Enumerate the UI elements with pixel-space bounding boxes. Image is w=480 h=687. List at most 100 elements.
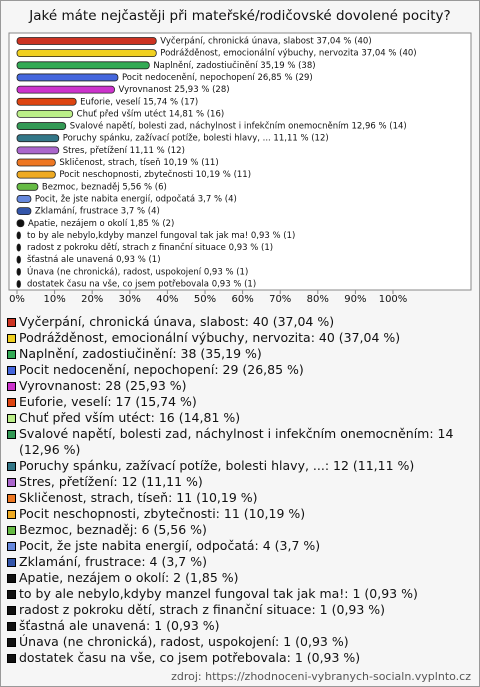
x-tick-label: 10%	[43, 294, 65, 305]
bar	[16, 243, 21, 252]
legend-swatch	[7, 654, 16, 663]
bar	[16, 255, 21, 264]
legend-item: Pocit, že jste nabita energií, odpočatá:…	[7, 538, 471, 554]
legend-swatch	[7, 606, 16, 615]
bar	[16, 97, 77, 106]
legend-label: Poruchy spánku, zažívací potíže, bolesti…	[19, 458, 415, 473]
legend-swatch	[7, 478, 16, 487]
bar	[16, 158, 56, 167]
bar-label: Vyčerpání, chronická únava, slabost 37,0…	[160, 36, 371, 47]
legend-label: Apatie, nezájem o okolí: 2 (1,85 %)	[19, 570, 239, 585]
legend-swatch	[7, 430, 16, 439]
bar-label: Stres, přetížení 11,11 % (12)	[63, 146, 185, 156]
bar-label: Vyrovnanost 25,93 % (28)	[118, 85, 229, 95]
bar	[16, 219, 25, 228]
legend-item: Naplnění, zadostiučinění: 38 (35,19 %)	[7, 346, 471, 362]
legend-item: Pocit nedocenění, nepochopení: 29 (26,85…	[7, 362, 471, 378]
bar	[16, 231, 21, 240]
x-tick-label: 80%	[307, 294, 329, 305]
x-tick-label: 40%	[156, 294, 178, 305]
bar-label: Pocit nedocenění, nepochopení 26,85 % (2…	[122, 73, 313, 83]
bar	[16, 207, 32, 216]
legend-swatch	[7, 542, 16, 551]
legend-item: dostatek času na vše, co jsem potřeboval…	[7, 650, 471, 666]
legend-swatch	[7, 638, 16, 647]
legend-swatch	[7, 494, 16, 503]
bar-label: Zklamání, frustrace 3,7 % (4)	[35, 207, 160, 217]
x-tick-label: 0%	[9, 294, 25, 305]
legend-swatch	[7, 574, 16, 583]
legend-label: to by ale nebylo,kdyby manzel fungoval t…	[19, 586, 418, 601]
legend-item: Svalové napětí, bolesti zad, náchylnost …	[7, 426, 471, 458]
legend-item: Skličenost, strach, tíseň: 11 (10,19 %)	[7, 490, 471, 506]
legend-label: Euforie, veselí: 17 (15,74 %)	[19, 394, 197, 409]
legend-label: dostatek času na vše, co jsem potřeboval…	[19, 650, 361, 665]
legend-item: Poruchy spánku, zažívací potíže, bolesti…	[7, 458, 471, 474]
legend-label: Únava (ne chronická), radost, uspokojení…	[19, 634, 349, 649]
legend-label: šťastná ale unavená: 1 (0,93 %)	[19, 618, 220, 633]
bar	[16, 122, 67, 130]
bar	[16, 61, 150, 70]
legend-label: Naplnění, zadostiučinění: 38 (35,19 %)	[19, 346, 262, 361]
legend-label: Vyčerpání, chronická únava, slabost: 40 …	[19, 314, 335, 329]
source: zdroj: https://zhodnoceni-vybranych-soci…	[171, 670, 471, 683]
bar	[16, 49, 157, 58]
legend-item: šťastná ale unavená: 1 (0,93 %)	[7, 618, 471, 634]
legend-swatch	[7, 526, 16, 535]
legend-swatch	[7, 510, 16, 519]
bar	[16, 73, 119, 82]
legend-swatch	[7, 318, 16, 327]
bar	[16, 134, 60, 143]
bar-label: Pocit neschopnosti, zbytečnosti 10,19 % …	[59, 169, 251, 180]
x-tick-label: 30%	[119, 294, 141, 305]
legend-swatch	[7, 622, 16, 631]
legend-swatch	[7, 334, 16, 343]
legend-item: to by ale nebylo,kdyby manzel fungoval t…	[7, 586, 471, 602]
bar-label: Únava (ne chronická), radost, uspokojení…	[27, 265, 248, 277]
legend-label: Pocit neschopnosti, zbytečnosti: 11 (10,…	[19, 506, 306, 521]
bar-label: Apatie, nezájem o okolí 1,85 % (2)	[28, 219, 174, 229]
bar-label: šťastná ale unavená 0,93 % (1)	[27, 254, 161, 265]
legend-swatch	[7, 350, 16, 359]
legend-label: Pocit nedocenění, nepochopení: 29 (26,85…	[19, 362, 304, 377]
bar	[16, 170, 56, 179]
bar-label: to by ale nebylo,kdyby manzel fungoval t…	[27, 231, 295, 241]
bar	[16, 110, 74, 118]
x-tick-label: 60%	[231, 294, 253, 305]
legend-label: radost z pokroku dětí, strach z finanční…	[19, 602, 386, 617]
bar	[16, 146, 60, 155]
legend-swatch	[7, 558, 16, 567]
bar	[16, 85, 115, 94]
bar-label: Podrážděnost, emocionální výbuchy, nervo…	[160, 49, 416, 59]
bar-label: Euforie, veselí 15,74 % (17)	[80, 97, 198, 107]
legend-item: Vyrovnanost: 28 (25,93 %)	[7, 378, 471, 394]
legend-item: Euforie, veselí: 17 (15,74 %)	[7, 394, 471, 410]
bar	[16, 182, 39, 191]
bar	[16, 267, 21, 276]
bar-label: Svalové napětí, bolesti zad, náchylnost …	[70, 121, 407, 132]
legend-item: Stres, přetížení: 12 (11,11 %)	[7, 474, 471, 490]
bar-label: Pocit, že jste nabita energií, odpočatá …	[35, 193, 237, 204]
legend-swatch	[7, 462, 16, 471]
legend-item: Zklamání, frustrace: 4 (3,7 %)	[7, 554, 471, 570]
legend-swatch	[7, 414, 16, 423]
legend-item: Únava (ne chronická), radost, uspokojení…	[7, 634, 471, 650]
legend-item: Pocit neschopnosti, zbytečnosti: 11 (10,…	[7, 506, 471, 522]
legend-label: Svalové napětí, bolesti zad, náchylnost …	[19, 426, 454, 457]
x-tick-label: 50%	[194, 294, 216, 305]
legend-item: Bezmoc, beznaděj: 6 (5,56 %)	[7, 522, 471, 538]
x-tick-label: 100%	[379, 294, 408, 305]
legend-swatch	[7, 590, 16, 599]
chart-title: Jaké máte nejčastěji při mateřské/rodičo…	[28, 8, 450, 24]
legend-label: Bezmoc, beznaděj: 6 (5,56 %)	[19, 522, 207, 537]
legend-label: Podrážděnost, emocionální výbuchy, nervo…	[19, 330, 401, 345]
legend-swatch	[7, 366, 16, 375]
legend-item: Podrážděnost, emocionální výbuchy, nervo…	[7, 330, 471, 346]
bar-label: Bezmoc, beznaděj 5,56 % (6)	[42, 182, 167, 192]
bar	[16, 37, 157, 45]
bar	[16, 195, 32, 203]
legend-swatch	[7, 398, 16, 407]
legend-label: Stres, přetížení: 12 (11,11 %)	[19, 474, 203, 489]
bar-label: Skličenost, strach, tíseň 10,19 % (11)	[59, 157, 218, 168]
